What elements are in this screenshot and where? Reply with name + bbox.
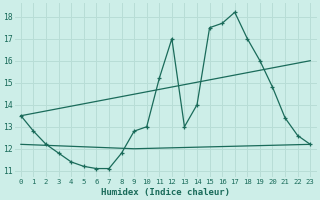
X-axis label: Humidex (Indice chaleur): Humidex (Indice chaleur) bbox=[101, 188, 230, 197]
